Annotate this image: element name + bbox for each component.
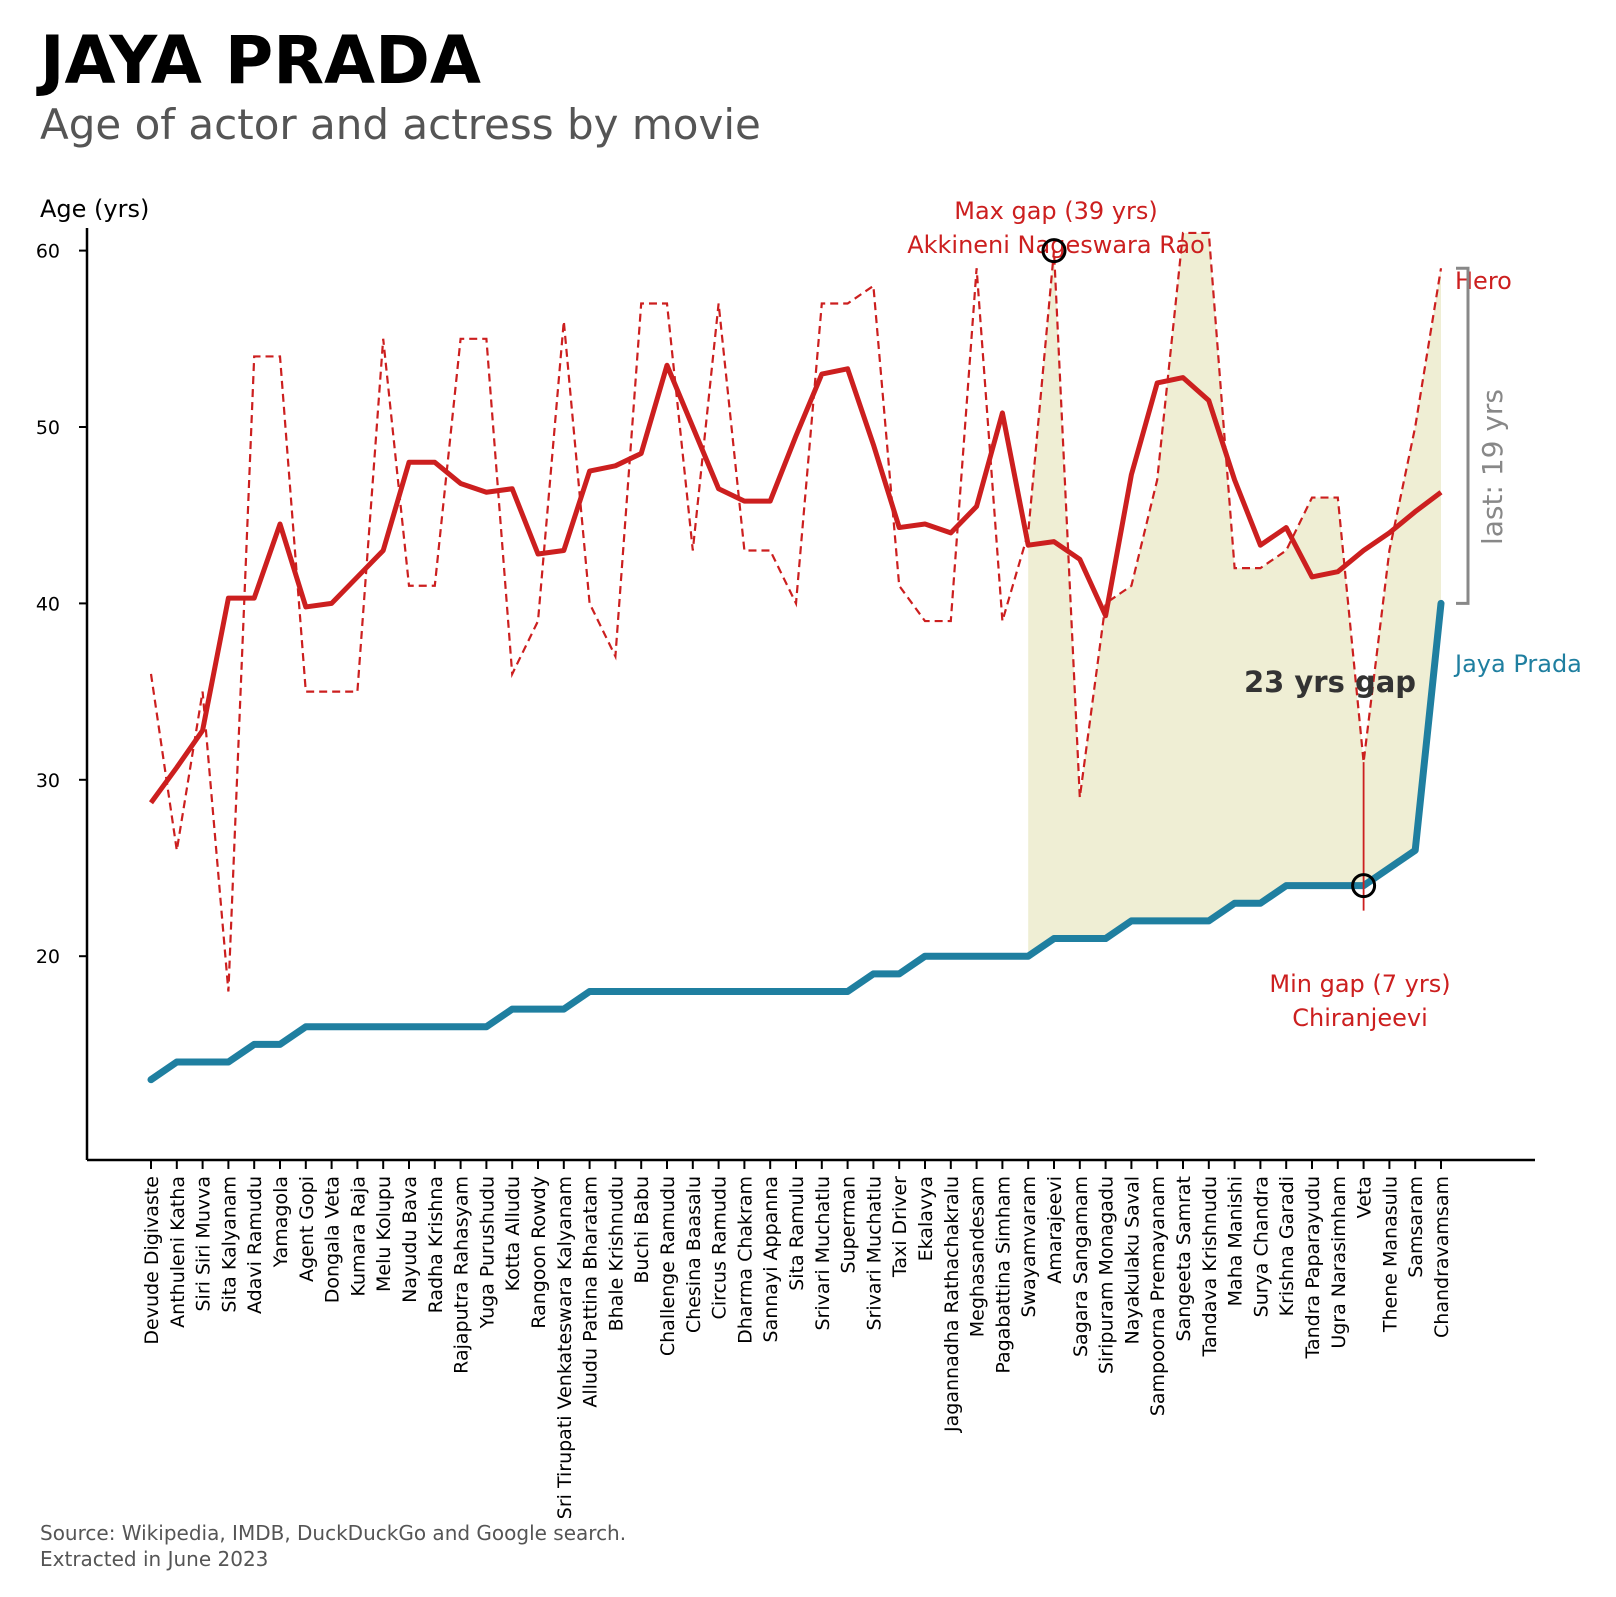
x-tick-label: Chesina Baasalu [683, 1176, 705, 1333]
x-tick-label: Sita Ramulu [786, 1176, 808, 1291]
source-note: Source: Wikipedia, IMDB, DuckDuckGo and … [40, 1520, 626, 1572]
series-lines [147, 231, 1445, 1084]
axes: 20 30 40 50 60 Devude Digivaste Anthuleni Kath… [36, 228, 1535, 1519]
extracted-line: Extracted in June 2023 [40, 1547, 269, 1571]
last-gap-bracket [1456, 266, 1470, 605]
y-tick-label: 20 [36, 946, 60, 968]
x-tick-label: Ugra Narasimham [1328, 1176, 1350, 1349]
hero-age-smoothed-line [148, 362, 1443, 805]
x-tick-label: Dongala Veta [322, 1176, 344, 1303]
x-tick-label: Alludu Pattina Bharatam [580, 1176, 602, 1408]
x-tick-label: Sannayi Appanna [760, 1176, 782, 1342]
x-tick-label: Rajaputra Rahasyam [451, 1176, 473, 1374]
max-gap-marker [1041, 238, 1067, 264]
y-tick-label: 40 [36, 593, 60, 615]
gap-label: 23 yrs gap [1244, 665, 1416, 699]
x-tick-label: Srivari Muchatlu [863, 1176, 885, 1331]
x-tick-label: Bhale Krishnudu [605, 1176, 627, 1331]
x-tick-label: Tandava Krishnudu [1199, 1176, 1221, 1357]
x-tick-label: Surya Chandra [1250, 1176, 1272, 1317]
x-tick-label: Meghasandesam [967, 1176, 989, 1337]
x-tick-label: Anthuleni Katha [167, 1176, 189, 1328]
x-tick-label: Thene Manasulu [1379, 1176, 1401, 1333]
min-gap-marker [1351, 873, 1377, 899]
x-tick-label: Taxi Driver [889, 1176, 911, 1278]
x-tick-label: Kumara Raja [347, 1176, 369, 1297]
x-tick-label: Dharma Chakram [734, 1176, 756, 1344]
x-tick-label: Swayamvaram [1018, 1176, 1040, 1318]
y-axis-label: Age (yrs) [40, 195, 149, 223]
x-tick-label: Sita Kalyanam [218, 1176, 240, 1313]
x-tick-label: Veta [1354, 1176, 1376, 1218]
hero-age-dashed-line [149, 231, 1443, 992]
x-tick-label: Radha Krishna [425, 1176, 447, 1313]
x-tick-label: Challenge Ramudu [657, 1176, 679, 1356]
x-tick-label: Jagannadha Rathachakralu [941, 1176, 963, 1433]
max-gap-label-line1: Max gap (39 yrs) [954, 197, 1158, 225]
x-tick-label: Agent Gopi [296, 1176, 318, 1282]
x-tick-label: Sangeeta Samrat [1173, 1176, 1195, 1341]
hero-series-label: Hero [1455, 267, 1512, 295]
chart-title: JAYA PRADA [40, 22, 481, 99]
x-tick-label: Srivari Muchatlu [812, 1176, 834, 1331]
x-tick-label: Sampoorna Premayanam [1147, 1176, 1169, 1416]
x-tick-label: Yuga Purushudu [476, 1176, 498, 1329]
x-tick-label: Devude Digivaste [141, 1176, 163, 1345]
x-tick-label: Maha Manishi [1225, 1176, 1247, 1306]
x-tick-label: Buchi Babu [631, 1176, 653, 1284]
gap-shading [1028, 232, 1441, 957]
x-tick-label: Krishna Garadi [1276, 1176, 1298, 1316]
shaded-gap-region [1028, 232, 1441, 957]
x-tick-label: Samsaram [1405, 1176, 1427, 1278]
chart-subtitle: Age of actor and actress by movie [40, 100, 761, 149]
y-tick-label: 30 [36, 770, 60, 792]
min-gap-label-line2: Chiranjeevi [1292, 1004, 1428, 1032]
max-gap-label-line2: Akkineni Nageswara Rao [907, 231, 1205, 259]
x-tick-label: Tandra Paparayudu [1302, 1176, 1324, 1360]
annotations: Age (yrs) Max gap (39 yrs) Akkineni Nage… [40, 195, 1582, 1032]
last-gap-label: last: 19 yrs [1476, 389, 1509, 545]
x-tick-label: Chandravamsam [1431, 1176, 1453, 1338]
x-tick-label: Nayakulaku Saval [1121, 1176, 1143, 1345]
x-tick-label: Pagabattina Simham [992, 1176, 1014, 1374]
x-tick-label: Sagara Sangamam [1070, 1176, 1092, 1357]
x-tick-label: Siripuram Monagadu [1096, 1176, 1118, 1374]
x-tick-label: Nayudu Bava [399, 1176, 421, 1303]
y-tick-label: 60 [36, 241, 60, 263]
source-line: Source: Wikipedia, IMDB, DuckDuckGo and … [40, 1521, 627, 1545]
x-tick-label: Sri Tirupati Venkateswara Kalyanam [554, 1176, 576, 1519]
x-tick-label: Circus Ramudu [709, 1176, 731, 1319]
actress-series-label: Jaya Prada [1453, 650, 1582, 678]
x-tick-label: Melu Kolupu [373, 1176, 395, 1292]
x-tick-label: Superman [838, 1176, 860, 1274]
x-tick-label: Ekalavya [915, 1176, 937, 1261]
x-tick-label: Amarajeevi [1044, 1176, 1066, 1284]
x-tick-label: Adavi Ramudu [244, 1176, 266, 1314]
x-tick-label: Rangoon Rowdy [528, 1176, 550, 1329]
x-tick-label: Yamagola [270, 1176, 292, 1268]
x-tick-label: Kotta Alludu [502, 1176, 524, 1291]
y-tick-label: 50 [36, 417, 60, 439]
actress-age-line [147, 599, 1445, 1084]
x-tick-label: Siri Siri Muvva [193, 1176, 215, 1312]
min-gap-label-line1: Min gap (7 yrs) [1269, 970, 1450, 998]
